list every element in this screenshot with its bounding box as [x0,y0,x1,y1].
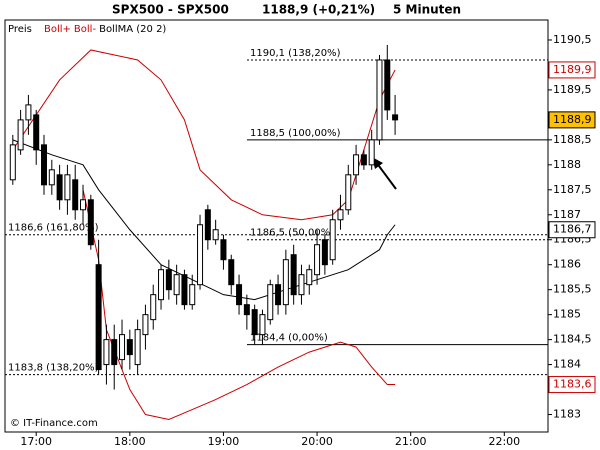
y-tick-label: 1187,5 [553,183,592,196]
y-tick-label: 1186 [553,258,581,271]
x-tick-label: 22:00 [488,435,520,448]
candle-body [25,104,32,121]
level-label: 1188,5 (100,00%) [250,128,341,139]
candle-body [87,199,94,246]
candle-body [282,259,289,306]
level-label: 1186,6 (161,80%) [8,223,99,234]
legend-entry: Boll+ [44,24,71,35]
candle-body [243,304,250,316]
candle-body [212,229,219,241]
y-tick-label: 1190,5 [553,33,592,46]
y-tick-label: 1188,5 [553,133,592,146]
candle-body [111,339,118,366]
y-tick-label: 1184,5 [553,333,592,346]
candle-body [126,339,133,356]
y-tick-label: 1188 [553,158,581,171]
y-tick-label: 1185,5 [553,283,592,296]
candle-body [290,254,297,296]
candle-body [267,284,274,321]
level-label: 1186,5 (50,00%) [250,228,334,239]
candle-body [337,209,344,221]
y-tick-label: 1187 [553,208,581,221]
candle-body [173,274,180,296]
candle-body [41,144,48,186]
candle-body [392,114,399,121]
price-tag [548,376,596,394]
price-tag [548,221,596,239]
y-tick-label: 1184 [553,358,581,371]
candle-body [368,139,375,166]
price-tag-label: 1188,9 [553,113,592,126]
chart-title: SPX500 - SPX500 [112,3,229,17]
plot-frame [4,19,549,433]
candle-body [329,219,336,261]
candle-body [9,144,16,181]
candle-body [80,199,87,211]
candle-body [158,269,165,301]
x-tick-label: 19:00 [208,435,240,448]
candle-body [134,329,141,366]
legend-price: Preis [8,24,32,35]
candle-body [236,284,243,306]
y-tick-label: 1189,5 [553,83,592,96]
candle-body [142,314,149,336]
legend-entry: BollMA (20 2) [99,24,166,35]
price-tag-label: 1189,9 [553,63,592,76]
level-label: 1190,1 (138,20%) [250,48,341,59]
candle-body [17,119,24,151]
candle-body [103,339,110,366]
candle-body [119,334,126,361]
candle-body [314,244,321,276]
candle-body [306,269,313,286]
chart-subtitle: 1188,9 (+0,21%) [262,3,375,17]
candle-body [353,154,360,176]
candle-body [189,284,196,306]
candle-body [259,314,266,336]
price-tag-label: 1186,7 [553,223,592,236]
candle-body [228,259,235,286]
indicator-line [82,189,396,421]
candle-body [56,174,63,201]
candle-body [197,224,204,286]
candle-body [204,209,211,241]
candle-body [150,294,157,321]
x-tick-label: 20:00 [301,435,333,448]
candle-body [165,269,172,291]
candle-body [298,274,305,296]
candle-body [321,239,328,266]
candle-body [48,169,55,186]
indicator-line [12,139,396,301]
candle-body [181,274,188,306]
candle-body [360,154,367,166]
interval: 5 Minuten [393,3,461,17]
candle-body [220,239,227,261]
candle-body [33,114,40,151]
candle-body [251,309,258,336]
x-tick-label: 21:00 [395,435,427,448]
candle-body [376,59,383,141]
watermark: © IT-Finance.com [10,418,98,429]
x-tick-label: 18:00 [114,435,146,448]
price-tag-label: 1183,6 [553,378,592,391]
candle-body [275,284,282,306]
arrow [372,157,397,190]
candle-body [64,174,71,201]
level-label: 1184,4 (0,00%) [250,333,328,344]
legend-entry: Boll- [74,24,97,35]
level-label: 1183,8 (138,20%) [8,363,99,374]
y-tick-label: 1185 [553,308,581,321]
y-tick-label: 1183 [553,408,581,421]
x-tick-label: 17:00 [20,435,52,448]
candle-body [72,179,79,211]
candle-body [95,264,102,371]
price-tag [548,61,596,79]
candle-body [384,59,391,111]
price-tag [548,111,596,129]
candle-body [345,174,352,211]
